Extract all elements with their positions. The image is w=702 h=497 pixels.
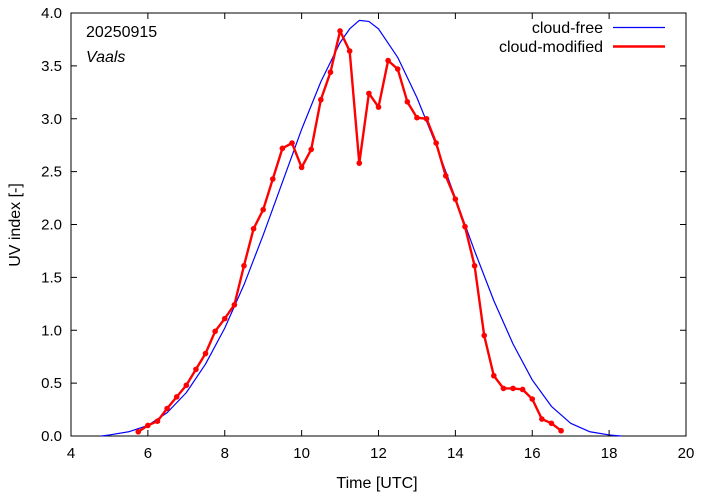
axes-layer: 4 6 8 10 12 14 16 18 20 0.0 0.5 1.0 1.5 2.0 2.5 3.0 3.5 4… (41, 5, 694, 462)
data-point-cloud-modified (164, 405, 170, 412)
data-point-cloud-modified (366, 90, 372, 97)
data-point-cloud-modified (231, 302, 238, 308)
y-tick-label: 3.5 (41, 58, 62, 75)
data-point-cloud-modified (481, 332, 488, 339)
data-point-cloud-modified (404, 99, 411, 105)
data-point-cloud-modified (337, 28, 343, 34)
annotation-location: Vaals (86, 49, 125, 66)
data-point-cloud-modified (327, 69, 334, 76)
y-tick-label: 0.5 (41, 375, 62, 392)
x-tick-label: 8 (221, 445, 229, 462)
data-point-cloud-modified (375, 104, 382, 110)
data-point-cloud-modified (260, 206, 266, 213)
data-point-cloud-modified (414, 114, 420, 121)
y-tick-label: 0.0 (41, 428, 62, 445)
data-point-cloud-modified (519, 386, 526, 393)
x-tick-label: 6 (144, 445, 152, 462)
data-point-cloud-modified (548, 420, 555, 427)
data-point-cloud-modified (193, 366, 199, 373)
legend-label-cloud-free: cloud-free (532, 20, 603, 37)
data-point-cloud-modified (529, 396, 536, 402)
data-point-cloud-modified (183, 382, 190, 389)
x-tick-label: 16 (524, 445, 541, 462)
annotation-date: 20250915 (86, 24, 157, 41)
y-tick-label: 4.0 (41, 5, 62, 22)
series-layer (101, 19, 622, 437)
data-point-cloud-modified (289, 140, 295, 146)
series-line-cloud-free (101, 19, 622, 437)
y-tick-label: 1.5 (41, 269, 62, 286)
x-tick-label: 4 (67, 445, 75, 462)
y-tick-label: 3.0 (41, 111, 62, 128)
y-axis-label: UV index [-] (7, 183, 24, 267)
data-point-cloud-modified (510, 385, 516, 392)
data-point-cloud-modified (279, 145, 286, 152)
data-point-cloud-modified (346, 48, 353, 54)
data-point-cloud-modified (442, 173, 449, 179)
data-point-cloud-modified (500, 385, 507, 392)
data-point-cloud-modified (154, 418, 161, 424)
x-tick-label: 20 (678, 445, 695, 462)
series-line-cloud-modified (137, 29, 563, 433)
data-point-cloud-modified (433, 140, 439, 146)
data-point-cloud-modified (539, 416, 545, 422)
data-point-cloud-modified (212, 328, 218, 335)
data-point-cloud-modified (221, 315, 228, 322)
x-axis-label: Time [UTC] (336, 475, 417, 492)
y-tick-label: 2.5 (41, 164, 62, 181)
data-point-cloud-modified (462, 223, 468, 230)
data-point-cloud-modified (241, 262, 247, 269)
data-point-cloud-modified (385, 57, 391, 64)
data-point-cloud-modified (318, 96, 324, 103)
x-tick-label: 18 (601, 445, 618, 462)
x-tick-label: 14 (447, 445, 464, 462)
data-point-cloud-modified (250, 225, 257, 232)
legend: cloud-free cloud-modified (499, 20, 665, 56)
data-point-cloud-modified (491, 372, 497, 379)
data-point-cloud-modified (471, 262, 478, 269)
data-point-cloud-modified (202, 350, 209, 357)
data-point-cloud-modified (308, 146, 315, 153)
data-point-cloud-modified (356, 160, 363, 166)
x-tick-label: 10 (293, 445, 310, 462)
data-point-cloud-modified (298, 164, 305, 171)
y-tick-label: 2.0 (41, 217, 62, 234)
data-point-cloud-modified (269, 176, 276, 182)
y-tick-label: 1.0 (41, 322, 62, 339)
data-point-cloud-modified (423, 115, 430, 122)
data-point-cloud-modified (452, 196, 459, 202)
data-point-cloud-modified (558, 427, 564, 434)
data-point-cloud-modified (173, 394, 180, 400)
data-point-cloud-modified (394, 66, 401, 72)
data-point-cloud-modified (135, 428, 142, 435)
plot-frame (70, 12, 687, 437)
plot-border (70, 12, 687, 437)
x-tick-label: 12 (370, 445, 387, 462)
legend-label-cloud-modified: cloud-modified (499, 39, 603, 56)
data-point-cloud-modified (145, 422, 151, 429)
